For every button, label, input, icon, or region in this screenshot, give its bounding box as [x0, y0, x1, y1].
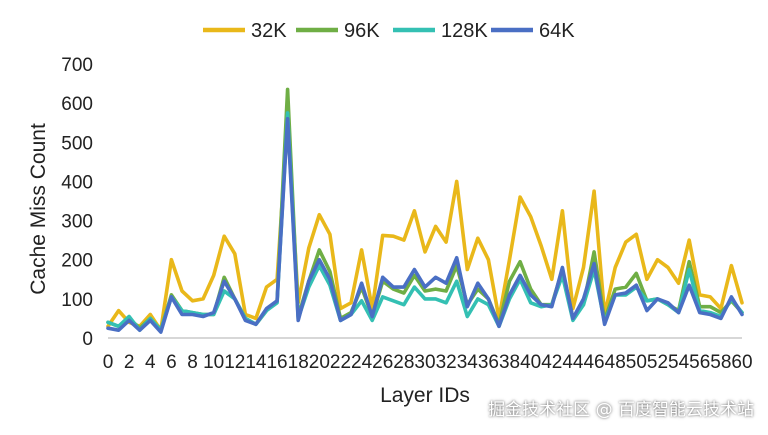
- x-tick-label: 6: [166, 352, 177, 373]
- y-axis-title: Cache Miss Count: [27, 123, 50, 295]
- x-axis: 0 2 4 6 8 10 12 14 16 18 20 22 24 26 28 30 32 34 36 38 40 42 4…: [103, 337, 753, 373]
- x-tick-label: 12: [224, 352, 245, 373]
- x-tick-label: 36: [478, 352, 499, 373]
- x-tick-label: 40: [520, 352, 541, 373]
- y-tick-label: 700: [61, 55, 93, 76]
- x-tick-label: 54: [668, 352, 690, 373]
- y-tick-label: 100: [61, 290, 93, 311]
- legend-label: 96K: [344, 20, 380, 42]
- y-axis: 0 100 200 300 400 500 600 700: [61, 55, 93, 350]
- x-tick-label: 42: [541, 352, 562, 373]
- series-layer: [106, 87, 744, 334]
- x-tick-label: 46: [583, 352, 604, 373]
- x-tick-label: 32: [436, 352, 457, 373]
- x-tick-label: 44: [562, 352, 584, 373]
- x-tick-label: 28: [393, 352, 414, 373]
- legend-label: 128K: [441, 20, 488, 42]
- y-tick-label: 200: [61, 251, 93, 272]
- x-tick-label: 58: [710, 352, 731, 373]
- x-tick-label: 22: [330, 352, 351, 373]
- y-tick-label: 500: [61, 133, 93, 154]
- watermark: 掘金技术社区 @ 百度智能云技术站: [488, 400, 754, 420]
- y-tick-label: 0: [82, 329, 93, 350]
- x-tick-label: 10: [203, 352, 224, 373]
- x-tick-label: 8: [187, 352, 198, 373]
- x-tick-label: 56: [689, 352, 710, 373]
- y-tick-label: 600: [61, 94, 93, 115]
- x-tick-label: 38: [499, 352, 520, 373]
- y-tick-label: 300: [61, 212, 93, 233]
- y-tick-label: 400: [61, 172, 93, 193]
- x-tick-label: 16: [266, 352, 287, 373]
- x-tick-label: 14: [245, 352, 267, 373]
- x-tick-label: 30: [414, 352, 435, 373]
- x-tick-label: 48: [605, 352, 626, 373]
- x-axis-title: Layer IDs: [380, 384, 470, 407]
- x-tick-label: 60: [731, 352, 752, 373]
- x-tick-label: 34: [457, 352, 479, 373]
- series-line-96k: [106, 87, 744, 333]
- legend-label: 32K: [251, 20, 287, 42]
- x-tick-label: 52: [647, 352, 668, 373]
- series-line-64k: [106, 117, 744, 334]
- x-tick-label: 50: [626, 352, 647, 373]
- x-tick-label: 24: [351, 352, 373, 373]
- legend-label: 64K: [539, 20, 575, 42]
- x-tick-label: 0: [103, 352, 114, 373]
- x-tick-label: 4: [145, 352, 156, 373]
- x-tick-label: 2: [124, 352, 135, 373]
- legend: 32K 96K 128K 64K: [203, 20, 575, 42]
- x-tick-label: 20: [309, 352, 330, 373]
- x-tick-label: 18: [288, 352, 309, 373]
- series-line-32k: [106, 117, 744, 333]
- x-tick-label: 26: [372, 352, 393, 373]
